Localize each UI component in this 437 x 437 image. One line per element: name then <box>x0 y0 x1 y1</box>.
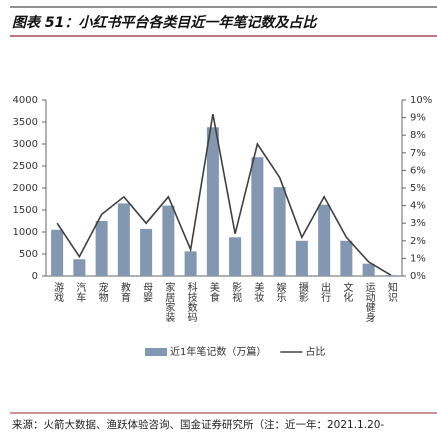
source: 来源：火箭大数据、渔跃体验咨询、国金证券研究所（注：近一年：2021.1.20- <box>12 418 384 431</box>
bar <box>229 237 242 276</box>
bar <box>117 203 130 276</box>
x-tick-label: 出行 <box>319 281 331 303</box>
y2-tick-label: 8% <box>410 130 426 141</box>
bar <box>295 240 308 276</box>
x-tick-label: 教育 <box>118 281 130 303</box>
bar <box>340 240 353 276</box>
bar <box>251 157 264 276</box>
y-tick-label: 500 <box>19 249 38 260</box>
x-tick-label: 宠物 <box>96 281 108 303</box>
bar <box>318 204 331 276</box>
y2-tick-label: 4% <box>410 201 426 212</box>
bar <box>273 187 286 276</box>
bar <box>206 127 219 276</box>
bar <box>95 221 108 276</box>
x-tick-label: 娱乐 <box>274 281 286 302</box>
y-tick-label: 3000 <box>13 139 38 150</box>
legend-label: 近1年笔记数（万篇） <box>170 345 266 358</box>
bar <box>73 259 86 276</box>
x-tick-label: 美食 <box>207 281 219 303</box>
y2-tick-label: 5% <box>410 183 426 194</box>
y2-tick-label: 7% <box>410 148 426 159</box>
y2-tick-label: 0% <box>410 271 426 282</box>
x-tick-label: 游戏 <box>52 281 64 303</box>
y2-tick-label: 10% <box>410 95 432 106</box>
bar <box>384 275 397 276</box>
x-tick-label: 汽车 <box>74 281 86 303</box>
x-tick-label: 文化 <box>341 281 353 302</box>
y-tick-label: 1500 <box>13 205 38 216</box>
y-tick-label: 3500 <box>13 117 38 128</box>
y-tick-label: 2000 <box>13 183 38 194</box>
y-tick-label: 2500 <box>13 161 38 172</box>
y2-tick-label: 6% <box>410 165 426 176</box>
x-tick-label: 知识 <box>385 281 397 303</box>
x-tick-label: 母婴 <box>141 282 153 303</box>
y-tick-label: 1000 <box>13 227 38 238</box>
y2-tick-label: 3% <box>410 218 426 229</box>
bar <box>184 251 197 276</box>
legend-swatch <box>145 348 167 356</box>
x-tick-label: 科技数码 <box>185 281 197 323</box>
y-tick-label: 4000 <box>13 95 38 106</box>
y2-tick-label: 1% <box>410 253 426 264</box>
y2-tick-label: 9% <box>410 113 426 124</box>
x-tick-label: 美妆 <box>252 281 264 303</box>
x-tick-label: 运动健身 <box>363 282 375 323</box>
x-tick-label: 影视 <box>230 282 242 303</box>
y2-tick-label: 2% <box>410 236 426 247</box>
legend-label: 占比 <box>305 345 325 358</box>
y-tick-label: 0 <box>32 271 38 282</box>
x-tick-label: 家居家装 <box>163 281 175 323</box>
line <box>56 113 392 276</box>
bar <box>140 228 153 276</box>
bar <box>51 229 64 276</box>
chart-title: 图表 51：小红书平台各类目近一年笔记数及占比 <box>12 14 318 31</box>
bar <box>362 263 375 276</box>
x-tick-label: 摄影 <box>296 281 308 303</box>
bar <box>162 205 175 276</box>
